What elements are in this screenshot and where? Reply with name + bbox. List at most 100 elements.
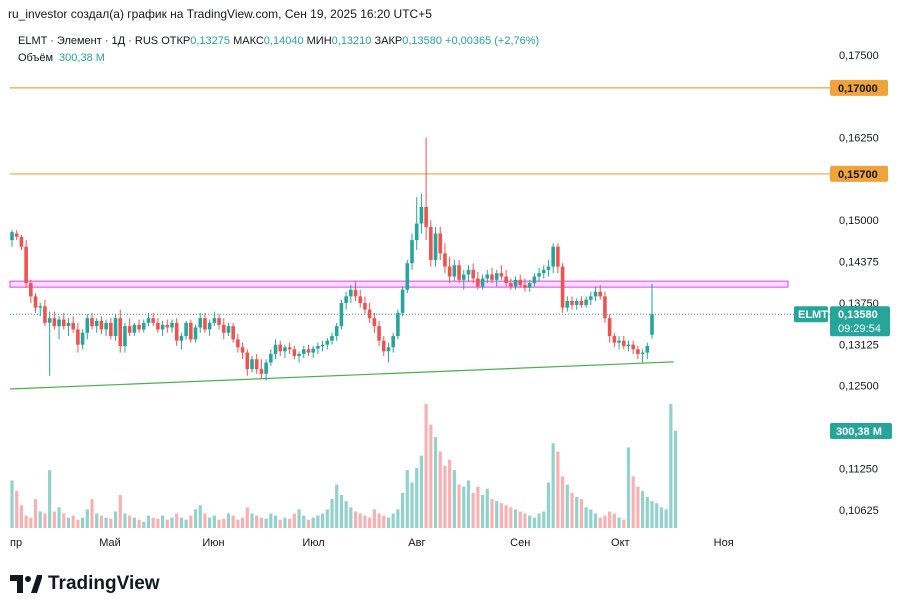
y-axis-tick-label: 0,11250 [839,463,878,475]
candle-body [650,314,654,335]
candle-body [574,300,579,305]
candle-body [297,353,301,356]
volume-tag-label: 300,38 M [836,426,882,438]
candle-body [184,322,188,337]
candle-body [94,320,99,327]
candle-body [250,359,254,370]
candle-body [90,318,94,327]
volume-bar [400,492,405,528]
candle-body [43,306,47,323]
support-trendline [9,361,674,390]
volume-bar [424,404,428,528]
volume-bar [372,509,376,528]
candle-body [565,300,570,308]
volume-bar [617,517,621,528]
candle-body [52,318,57,327]
volume-bar [146,515,151,528]
candle-body [38,306,43,308]
candle-body [132,324,137,333]
symbol-tag-label: ELMT [798,309,828,321]
candle-body [461,274,466,280]
candle-body [339,302,344,327]
candle-body [607,318,612,337]
candle-body [189,322,193,340]
volume-bar [495,501,499,528]
candle-body [231,326,235,340]
candle-body [236,339,240,348]
volume-bar [452,470,456,528]
candle-body [203,318,207,330]
volume-bar [410,482,414,528]
candle-body [320,344,325,346]
volume-bar [311,517,315,528]
volume-bar [330,499,334,528]
candle-body [603,296,607,319]
candle-body [447,266,452,277]
volume-bar [499,503,504,528]
volume-bar [85,509,89,528]
volume-bar [90,499,94,528]
candle-body [509,283,513,287]
candle-body [494,273,499,280]
x-axis-tick-label: Ноя [714,537,734,549]
volume-bar [622,519,626,528]
volume-bar [480,494,485,528]
volume-bar [353,511,358,528]
candle-body [80,332,85,345]
volume-bar [29,517,33,528]
candle-body [47,318,52,323]
volume-bar [556,451,560,528]
candle-body [419,207,424,224]
volume-bar [655,503,659,528]
symbol-tag [794,306,828,323]
volume-bar [57,507,61,528]
volume-label: Объём [18,52,54,64]
x-axis-tick-label: Июл [302,537,324,549]
candle-body [179,336,184,341]
volume-bar [302,515,306,528]
candle-body [513,279,518,287]
candle-body [372,318,377,327]
volume-bar [212,515,216,528]
candle-body [311,348,315,353]
close-value: 0,13580 [402,35,442,47]
candle-body [245,352,250,370]
change-value: +0,00365 (+2,76%) [445,35,540,47]
volume-bar [560,476,565,528]
volume-bar [170,517,174,528]
volume-bar [292,513,296,528]
candle-body [264,362,268,374]
resistance-zone [9,280,789,288]
candle-body [160,324,165,330]
x-axis-tick-label: Сен [510,537,530,549]
volume-bar [349,507,353,528]
volume-bar [316,515,320,528]
candle-body [33,296,38,308]
candle-body [292,349,297,356]
candle-body [104,322,108,330]
volume-bar [109,518,113,528]
volume-bar [38,511,42,528]
volume-bar [589,509,593,528]
volume-bar [419,455,424,528]
candle-body [598,291,603,297]
volume-bar [320,513,325,528]
volume-bar [236,519,240,528]
volume-bar [288,518,292,528]
candle-body [523,285,527,288]
candle-body [137,324,141,330]
y-axis-tick-label: 0,16250 [839,133,879,145]
candle-body [316,345,320,349]
volume-bar [278,519,282,528]
symbol-legend: ELMT · Элемент · 1Д · RUS ОТКР0,13275 МА… [18,35,539,47]
volume-bar [113,511,118,528]
volume-bar [52,511,56,528]
candle-body [273,344,278,354]
candle-body [556,246,560,267]
candle-body [414,223,419,241]
volume-bar [250,513,254,528]
candle-body [141,322,146,330]
candle-body [443,253,447,267]
candle-body [471,269,475,279]
